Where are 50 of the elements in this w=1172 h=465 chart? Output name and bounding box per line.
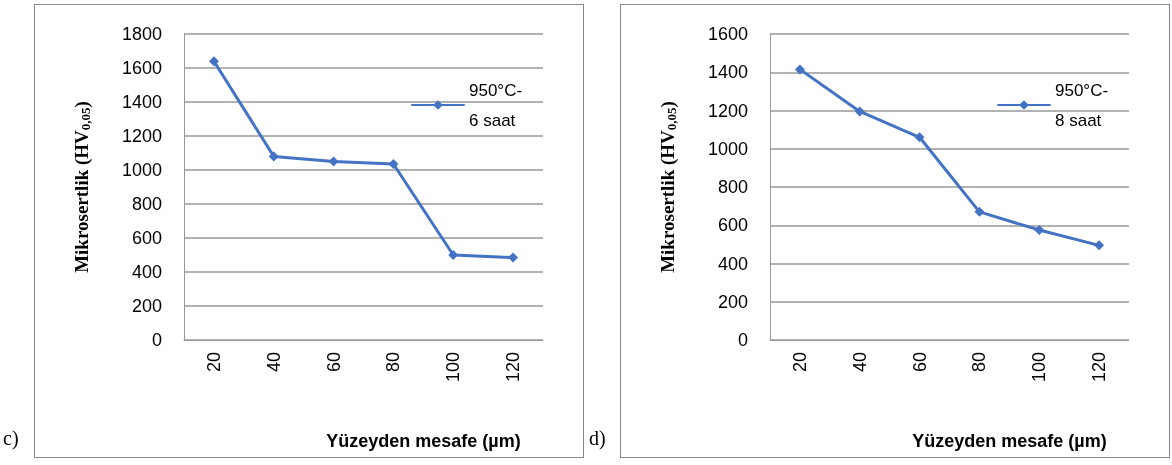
y-tick-label: 1000 bbox=[707, 138, 748, 159]
point bbox=[388, 159, 399, 170]
x-axis-title: Yüzeyden mesafe (µm) bbox=[326, 431, 521, 451]
x-tick-label: 120 bbox=[503, 352, 524, 383]
x-tick-label: 20 bbox=[789, 352, 810, 373]
point bbox=[328, 156, 339, 167]
y-tick-label: 800 bbox=[131, 194, 162, 214]
x-tick-label: 80 bbox=[969, 352, 990, 373]
y-tick-label: 0 bbox=[737, 330, 748, 350]
y-tick-label: 1400 bbox=[121, 92, 162, 112]
y-tick-label: 1400 bbox=[707, 62, 748, 83]
y-tick-label: 200 bbox=[131, 296, 162, 316]
point bbox=[854, 106, 865, 117]
point bbox=[1094, 240, 1105, 251]
y-tick-label: 1200 bbox=[707, 100, 748, 121]
x-tick-label: 40 bbox=[263, 352, 284, 373]
text: c) bbox=[3, 427, 19, 450]
x-tick-label: 100 bbox=[443, 352, 464, 383]
y-tick-label: 400 bbox=[717, 253, 748, 274]
y-tick-label: 800 bbox=[717, 177, 748, 197]
x-tick-label: 80 bbox=[383, 352, 404, 373]
y-tick-label: 1000 bbox=[121, 160, 162, 180]
y-tick-label: 600 bbox=[717, 215, 748, 236]
x-tick-label: 100 bbox=[1029, 352, 1050, 383]
y-tick-label: 0 bbox=[151, 330, 162, 350]
legend-label: 950°C-6 saat bbox=[469, 80, 523, 130]
x-tick-label: 60 bbox=[323, 352, 344, 373]
legend-label: 950°C-8 saat bbox=[1055, 80, 1109, 130]
y-tick-label: 200 bbox=[717, 291, 748, 312]
point bbox=[1034, 225, 1045, 236]
point bbox=[794, 64, 805, 75]
text: d) bbox=[589, 427, 606, 450]
y-tick-label: 1200 bbox=[121, 126, 162, 146]
point bbox=[974, 206, 985, 217]
x-tick-label: 40 bbox=[849, 352, 870, 373]
y-tick-label: 1600 bbox=[707, 24, 748, 44]
y-tick-label: 400 bbox=[131, 262, 162, 282]
point bbox=[508, 252, 519, 263]
point bbox=[208, 56, 219, 67]
y-tick-label: 600 bbox=[131, 228, 162, 248]
x-tick-label: 20 bbox=[203, 352, 224, 373]
x-axis-title: Yüzeyden mesafe (µm) bbox=[912, 431, 1107, 451]
y-axis-title: Mikrosertlik (HV0,05) bbox=[71, 101, 93, 273]
y-tick-label: 1600 bbox=[121, 58, 162, 78]
x-tick-label: 60 bbox=[909, 352, 930, 373]
y-tick-label: 1800 bbox=[121, 24, 162, 44]
x-tick-label: 120 bbox=[1089, 352, 1110, 383]
y-axis-title: Mikrosertlik (HV0,05) bbox=[657, 101, 679, 273]
point bbox=[268, 151, 279, 162]
point bbox=[914, 132, 925, 143]
